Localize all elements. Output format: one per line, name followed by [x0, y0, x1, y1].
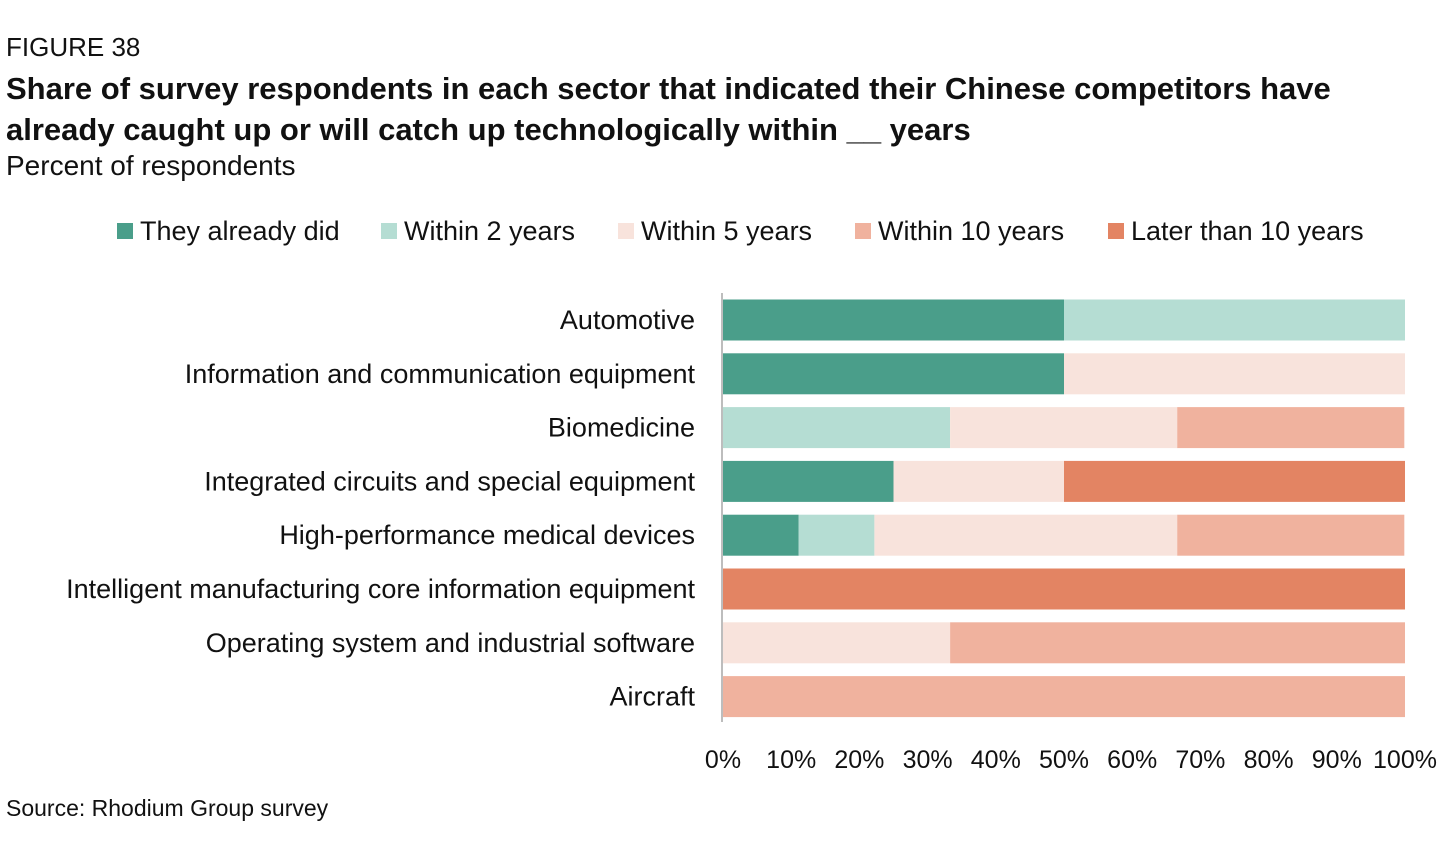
- bar-segment: [1064, 353, 1405, 395]
- legend-label: They already did: [140, 216, 340, 246]
- category-label: Automotive: [560, 305, 695, 335]
- category-label: Information and communication equipment: [185, 359, 696, 389]
- x-tick-label: 90%: [1312, 746, 1362, 774]
- legend-item: Later than 10 years: [1108, 216, 1364, 246]
- legend-swatch: [618, 223, 634, 239]
- bar-segment: [723, 568, 1405, 610]
- legend-label: Within 5 years: [641, 216, 812, 246]
- bar-segment: [723, 460, 894, 502]
- bar-segment: [950, 622, 1405, 664]
- legend-item: Within 10 years: [855, 216, 1064, 246]
- figure-label: FIGURE 38: [6, 32, 141, 62]
- legend-item: Within 5 years: [618, 216, 812, 246]
- legend-item: Within 2 years: [381, 216, 575, 246]
- bar-row: [723, 676, 1405, 718]
- x-tick-label: 20%: [834, 746, 884, 774]
- bars: [723, 299, 1405, 718]
- x-tick-label: 100%: [1373, 746, 1437, 774]
- bar-segment: [950, 407, 1178, 449]
- x-tick-label: 70%: [1175, 746, 1225, 774]
- category-label: Integrated circuits and special equipmen…: [204, 466, 695, 496]
- bar-segment: [1177, 514, 1405, 556]
- category-label: Biomedicine: [548, 413, 695, 443]
- bar-row: [723, 514, 1405, 556]
- chart-subtitle: Percent of respondents: [6, 150, 296, 181]
- x-tick-label: 50%: [1039, 746, 1089, 774]
- bar-segment: [723, 676, 1405, 718]
- category-label: High-performance medical devices: [279, 520, 695, 550]
- bar-segment: [874, 514, 1178, 556]
- bar-segment: [1064, 299, 1405, 341]
- bar-row: [723, 299, 1405, 341]
- bar-row: [723, 353, 1405, 395]
- bar-segment: [1177, 407, 1405, 449]
- legend-swatch: [1108, 223, 1124, 239]
- bar-segment: [893, 460, 1064, 502]
- bar-segment: [1064, 460, 1405, 502]
- bar-row: [723, 407, 1405, 449]
- legend: They already did Within 2 years Within 5 y…: [117, 216, 1364, 246]
- legend-label: Within 10 years: [878, 216, 1064, 246]
- x-tick-label: 80%: [1244, 746, 1294, 774]
- category-label: Operating system and industrial software: [206, 628, 695, 658]
- bar-row: [723, 622, 1405, 664]
- bar-row: [723, 568, 1405, 610]
- legend-swatch: [117, 223, 133, 239]
- source-note: Source: Rhodium Group survey: [6, 795, 329, 821]
- category-labels: Automotive Information and communication …: [66, 305, 695, 712]
- legend-swatch: [855, 223, 871, 239]
- bar-segment: [723, 353, 1064, 395]
- x-tick-label: 10%: [766, 746, 816, 774]
- category-label: Intelligent manufacturing core informati…: [66, 574, 695, 604]
- x-tick-label: 30%: [903, 746, 953, 774]
- category-label: Aircraft: [609, 682, 695, 712]
- x-tick-label: 40%: [971, 746, 1021, 774]
- chart-title: Share of survey respondents in each sect…: [6, 71, 1331, 147]
- x-tick-labels: 0% 10% 20% 30% 40% 50% 60% 70% 80% 90% 100%: [705, 746, 1437, 774]
- x-tick-label: 60%: [1107, 746, 1157, 774]
- legend-label: Within 2 years: [404, 216, 575, 246]
- bar-row: [723, 460, 1405, 502]
- x-tick-label: 0%: [705, 746, 741, 774]
- bar-segment: [723, 407, 951, 449]
- bar-segment: [798, 514, 875, 556]
- legend-item: They already did: [117, 216, 340, 246]
- legend-swatch: [381, 223, 397, 239]
- bar-segment: [723, 299, 1064, 341]
- legend-label: Later than 10 years: [1131, 216, 1364, 246]
- bar-segment: [723, 622, 951, 664]
- bar-segment: [723, 514, 799, 556]
